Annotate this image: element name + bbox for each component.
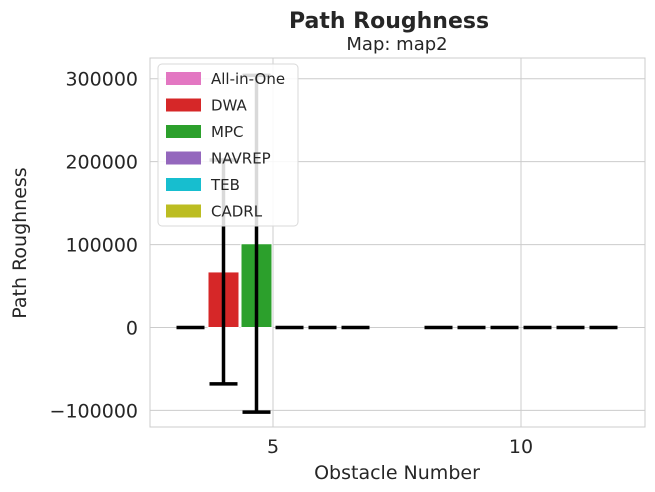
- legend-label-cadrl: CADRL: [211, 203, 263, 221]
- y-axis-label: Path Roughness: [9, 167, 31, 318]
- y-tick-label: 0: [126, 317, 138, 339]
- legend-swatch-dwa: [166, 98, 201, 112]
- y-tick-label: 200000: [65, 152, 138, 174]
- y-tick-label: 100000: [65, 235, 138, 257]
- legend-swatch-teb: [166, 178, 201, 191]
- chart-subtitle: Map: map2: [346, 34, 447, 55]
- y-axis-ticks: −100000 0 100000 200000 300000: [50, 69, 138, 423]
- y-tick-label: 300000: [65, 69, 138, 91]
- legend-items: All-in-One DWA MPC NAVREP TEB CADRL: [166, 70, 285, 221]
- x-axis-ticks: 5 10: [267, 436, 533, 458]
- legend-label-mpc: MPC: [211, 123, 243, 141]
- legend-label-navrep: NAVREP: [211, 150, 271, 168]
- x-tick-label: 5: [267, 436, 279, 458]
- x-tick-label: 10: [509, 436, 533, 458]
- legend-label-teb: TEB: [210, 176, 240, 194]
- legend-label-dwa: DWA: [211, 97, 248, 115]
- legend-label-all-in-one: All-in-One: [211, 70, 285, 88]
- legend-swatch-cadrl: [166, 204, 201, 218]
- legend-swatch-all-in-one: [166, 72, 201, 85]
- chart-title: Path Roughness: [289, 9, 489, 34]
- y-tick-label: −100000: [50, 400, 138, 422]
- x-axis-label: Obstacle Number: [314, 462, 480, 484]
- legend-swatch-navrep: [166, 151, 201, 165]
- legend-swatch-mpc: [166, 125, 201, 138]
- legend: All-in-One DWA MPC NAVREP TEB CADRL: [157, 63, 299, 227]
